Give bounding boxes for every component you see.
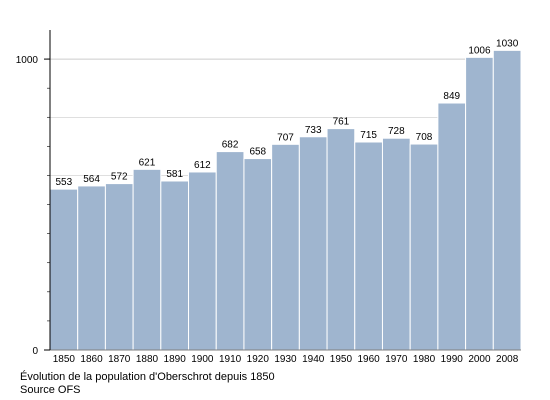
- x-tick-label: 1920: [247, 354, 270, 365]
- bar-value-label: 612: [194, 160, 211, 171]
- bar-value-label: 621: [139, 157, 156, 168]
- bar: [381, 137, 411, 351]
- bar: [132, 168, 162, 351]
- x-tick-label: 1970: [385, 354, 408, 365]
- bar-value-label: 715: [360, 130, 377, 141]
- bar: [409, 143, 439, 351]
- bar-value-label: 553: [56, 177, 73, 188]
- x-tick-label: 1860: [80, 354, 103, 365]
- bar: [326, 128, 356, 351]
- bar-value-label: 682: [222, 140, 239, 151]
- x-tick-label: 2000: [468, 354, 491, 365]
- chart-caption-source: Source OFS: [20, 384, 81, 396]
- bar-value-label: 1006: [468, 45, 491, 56]
- bar-value-label: 728: [388, 126, 405, 137]
- axes: 0 1000 1850 1860 1870 1880 1890 1900 1910 1920 193…: [16, 30, 521, 365]
- bar: [104, 183, 134, 351]
- bar: [77, 185, 106, 351]
- bar: [298, 136, 328, 351]
- bar: [49, 188, 79, 351]
- x-tick-label: 1930: [274, 354, 297, 365]
- bar-value-label: 761: [333, 117, 350, 128]
- y-tick-label: 1000: [16, 55, 39, 66]
- x-tick-label: 1900: [191, 354, 214, 365]
- bar-value-label: 658: [249, 147, 266, 158]
- bar: [465, 56, 494, 351]
- x-tick-label: 1950: [330, 354, 353, 365]
- x-tick-label: 1980: [413, 354, 436, 365]
- bar: [271, 143, 300, 351]
- x-tick-label: 1910: [219, 354, 242, 365]
- bar: [188, 171, 217, 351]
- x-tick-label: 1890: [164, 354, 187, 365]
- x-tick-label: 1960: [357, 354, 380, 365]
- bar-value-label: 572: [111, 172, 128, 183]
- bar: [492, 49, 522, 351]
- bar-value-label: 849: [443, 91, 460, 102]
- population-bar-chart: 553 564 572 621 581 612 682 658 707 733 761 715 728 7…: [16, 30, 522, 365]
- x-tick-label: 1850: [53, 354, 76, 365]
- bar: [354, 141, 383, 351]
- x-tick-label: 1870: [108, 354, 131, 365]
- bar: [160, 180, 190, 351]
- x-tick-label: 2008: [496, 354, 519, 365]
- x-tick-label: 1880: [136, 354, 159, 365]
- bar-value-label: 707: [277, 132, 294, 143]
- bar: [437, 102, 467, 351]
- x-tick-label: 1940: [302, 354, 325, 365]
- bar: [243, 158, 273, 351]
- bar: [215, 151, 245, 351]
- bar-value-labels: 553 564 572 621 581 612 682 658 707 733 761 715 728 7…: [56, 38, 519, 188]
- bar-value-label: 708: [416, 132, 433, 143]
- chart-caption-title: Évolution de la population d'Oberschrot …: [20, 371, 275, 383]
- x-tick-label: 1990: [441, 354, 464, 365]
- bar-value-label: 733: [305, 125, 322, 136]
- y-tick-label: 0: [32, 346, 38, 357]
- bar-value-label: 564: [83, 174, 100, 185]
- bars: [49, 49, 522, 351]
- bar-value-label: 581: [166, 169, 183, 180]
- bar-value-label: 1030: [496, 38, 519, 49]
